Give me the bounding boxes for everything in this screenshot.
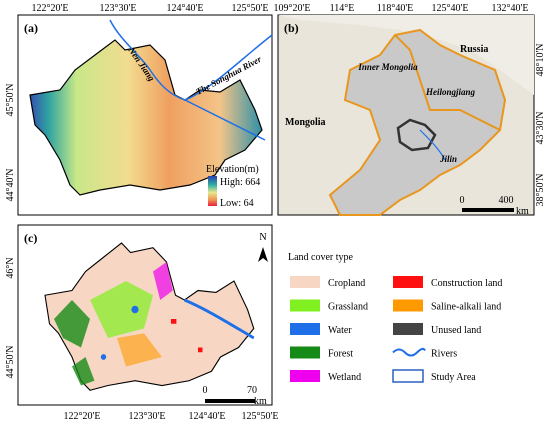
- legend-label: Water: [328, 325, 352, 336]
- tick-label: 125°50'E: [242, 411, 279, 422]
- legend-label: Cropland: [328, 278, 365, 289]
- panel-label: (b): [284, 21, 299, 35]
- panel-b: (b) Russia Mongolia Inner Mongolia Heilo…: [274, 3, 546, 217]
- panel-label: (a): [24, 21, 38, 35]
- legend-label: Unused land: [431, 325, 481, 336]
- north-arrow: [258, 247, 268, 262]
- scale-label: 70: [247, 385, 257, 396]
- tick-label: 48°10'N: [535, 43, 546, 76]
- legend-swatch: [393, 276, 423, 288]
- tick-label: 122°20'E: [32, 3, 69, 14]
- legend-title: Land cover type: [288, 252, 354, 263]
- legend: Land cover type Cropland Construction lan…: [288, 252, 502, 383]
- legend-label: Grassland: [328, 302, 368, 313]
- tick-label: 44°40'N: [5, 168, 16, 201]
- country-label: Russia: [460, 44, 488, 55]
- tick-label: 125°50'E: [232, 3, 269, 14]
- tick-label: 114°E: [330, 3, 355, 14]
- legend-swatch: [393, 299, 423, 312]
- legend-label: Wetland: [328, 372, 361, 383]
- tick-label: 124°40'E: [167, 3, 204, 14]
- legend-swatch: [290, 323, 320, 335]
- tick-label: 109°20'E: [274, 3, 311, 14]
- north-label: N: [259, 232, 266, 243]
- legend-swatch: [290, 370, 320, 382]
- tick-label: 45°50'N: [5, 83, 16, 116]
- legend-label: Saline-alkali land: [431, 302, 501, 313]
- scale-label: 0: [460, 195, 465, 206]
- legend-title: Elevation(m): [206, 164, 259, 175]
- tick-label: 118°40'E: [377, 3, 414, 14]
- scale-bar: [205, 399, 255, 403]
- province-label: Inner Mongolia: [357, 62, 418, 72]
- panel-c: (c) N 0 70 km 122°20'E 123°30'E 124°40'E…: [5, 224, 279, 422]
- tick-label: 43°30'N: [535, 111, 546, 144]
- legend-label: Forest: [328, 349, 353, 360]
- legend-label: Construction land: [431, 278, 502, 289]
- legend-swatch: [392, 347, 426, 357]
- legend-swatch: [290, 346, 320, 359]
- legend-label: Study Area: [431, 372, 476, 383]
- scale-label: 400: [499, 195, 514, 206]
- tick-label: 122°20'E: [64, 411, 101, 422]
- scale-bar: [462, 208, 514, 212]
- panel-label: (c): [24, 231, 37, 245]
- legend-low: Low: 64: [220, 198, 254, 209]
- legend-swatch: [392, 369, 424, 383]
- tick-label: 46°N: [5, 257, 16, 278]
- country-label: Mongolia: [285, 117, 326, 128]
- tick-label: 38°50'N: [535, 173, 546, 206]
- legend-swatch: [290, 276, 320, 288]
- legend-swatch: [290, 299, 320, 312]
- scale-label: km: [254, 396, 267, 407]
- panel-a: (a) Nen Jiang The Songhua River Elevatio…: [5, 3, 273, 216]
- scale-label: 0: [203, 385, 208, 396]
- legend-swatch: [393, 323, 423, 335]
- tick-label: 123°30'E: [100, 3, 137, 14]
- province-label: Heilongjiang: [425, 87, 476, 97]
- tick-label: 123°30'E: [129, 411, 166, 422]
- tick-label: 132°40'E: [492, 3, 529, 14]
- legend-label: Rivers: [431, 349, 457, 360]
- tick-label: 125°40'E: [432, 3, 469, 14]
- elevation-bar: [208, 176, 217, 206]
- legend-high: High: 664: [220, 177, 260, 188]
- province-label: Jilin: [439, 154, 457, 164]
- tick-label: 44°50'N: [5, 345, 16, 378]
- tick-label: 124°40'E: [189, 411, 226, 422]
- scale-label: km: [516, 206, 529, 217]
